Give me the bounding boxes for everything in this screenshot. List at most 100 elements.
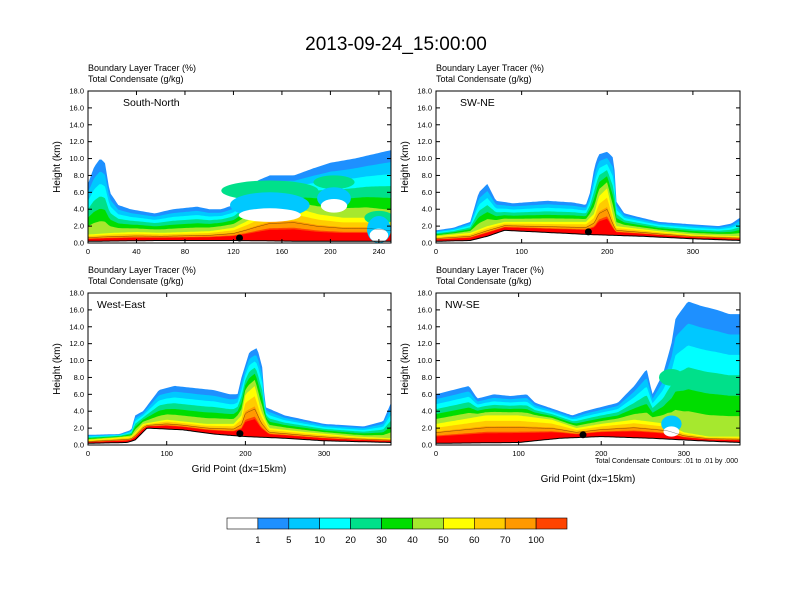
- plot-field: [436, 151, 740, 242]
- panel-nw-se: Boundary Layer Tracer (%) Total Condensa…: [400, 265, 741, 485]
- colorbar-label: 1: [255, 535, 260, 546]
- tracer-pocket: [663, 426, 680, 437]
- y-tick-label: 16.0: [417, 305, 432, 314]
- colorbar-box: [443, 517, 475, 530]
- tracer-pocket: [659, 369, 684, 386]
- x-tick-label: 100: [515, 247, 528, 256]
- tracer-pocket: [313, 175, 355, 189]
- x-ticks: 0 100 200 300: [434, 293, 690, 458]
- y-tick-label: 0.0: [74, 239, 84, 248]
- x-axis-title: Grid Point (dx=15km): [541, 474, 636, 485]
- y-tick-label: 4.0: [74, 205, 84, 214]
- figure-title: 2013-09-24_15:00:00: [305, 34, 487, 55]
- y-tick-label: 10.0: [69, 154, 84, 163]
- x-tick-label: 0: [434, 449, 438, 458]
- y-tick-label: 14.0: [69, 120, 84, 129]
- condensate-contour: [88, 408, 391, 442]
- y-tick-label: 2.0: [422, 222, 432, 231]
- x-tick-label: 200: [601, 247, 614, 256]
- panel-label: NW-SE: [445, 299, 480, 311]
- y-tick-label: 12.0: [69, 137, 84, 146]
- colorbar-box: [319, 517, 351, 530]
- y-tick-label: 18.0: [417, 87, 432, 96]
- y-tick-label: 14.0: [417, 322, 432, 331]
- contour-note: Total Condensate Contours: .01 to .01 by…: [595, 458, 738, 465]
- y-ticks: 0.0 2.0 4.0 6.0 8.0 10.0 12.0 14.0 16.0 18.0: [417, 289, 740, 450]
- y-tick-label: 14.0: [417, 120, 432, 129]
- panel-subtitle-contour: Total Condensate (g/kg): [88, 276, 184, 286]
- y-tick-label: 6.0: [422, 390, 432, 399]
- y-tick-label: 16.0: [69, 305, 84, 314]
- x-ticks: 0 40 80 120 160 200 240: [86, 91, 385, 256]
- colorbar-label: 100: [528, 535, 544, 546]
- y-tick-label: 2.0: [74, 424, 84, 433]
- y-ticks: 0.0 2.0 4.0 6.0 8.0 10.0 12.0 14.0 16.0 18.0: [69, 87, 391, 248]
- panel-subtitle-contour: Total Condensate (g/kg): [88, 74, 184, 84]
- y-tick-label: 4.0: [74, 407, 84, 416]
- x-tick-label: 240: [373, 247, 386, 256]
- y-tick-label: 6.0: [74, 390, 84, 399]
- panel-subtitle-contour: Total Condensate (g/kg): [436, 74, 532, 84]
- x-tick-label: 300: [678, 449, 691, 458]
- panel-south-north: Boundary Layer Tracer (%) Total Condensa…: [52, 63, 392, 256]
- x-tick-label: 200: [595, 449, 608, 458]
- panel-subtitle-variable: Boundary Layer Tracer (%): [88, 265, 196, 275]
- y-tick-label: 2.0: [74, 222, 84, 231]
- tracer-pocket: [369, 228, 389, 243]
- colorbar-label: 30: [376, 535, 387, 546]
- y-axis-title: Height (km): [52, 141, 63, 193]
- colorbar-label: 20: [345, 535, 356, 546]
- colorbar-label: 70: [500, 535, 511, 546]
- tracer-pocket: [238, 208, 301, 222]
- colorbar-label: 60: [469, 535, 480, 546]
- y-tick-label: 8.0: [422, 373, 432, 382]
- location-marker: [579, 431, 587, 439]
- y-tick-label: 8.0: [74, 171, 84, 180]
- x-tick-label: 80: [181, 247, 189, 256]
- x-tick-label: 40: [132, 247, 140, 256]
- y-tick-label: 2.0: [422, 424, 432, 433]
- plot-field: [88, 150, 391, 243]
- y-tick-label: 0.0: [422, 239, 432, 248]
- colorbar-box: [504, 517, 537, 530]
- y-tick-label: 10.0: [417, 154, 432, 163]
- colorbar-box: [257, 517, 290, 530]
- x-tick-label: 0: [434, 247, 438, 256]
- tracer-pocket: [320, 199, 348, 213]
- x-ticks: 0 100 200 300: [434, 91, 699, 256]
- x-ticks: 0 100 200 300: [86, 293, 330, 458]
- y-axis-title: Height (km): [400, 141, 411, 193]
- y-tick-label: 4.0: [422, 407, 432, 416]
- terrain-line: [436, 436, 740, 444]
- x-tick-label: 300: [318, 449, 331, 458]
- plot-frame: [435, 90, 741, 244]
- panel-subtitle-contour: Total Condensate (g/kg): [436, 276, 532, 286]
- condensate-contour: [436, 209, 740, 239]
- y-tick-label: 18.0: [417, 289, 432, 298]
- panel-subtitle-variable: Boundary Layer Tracer (%): [436, 63, 544, 73]
- y-tick-label: 14.0: [69, 322, 84, 331]
- panel-west-east: Boundary Layer Tracer (%) Total Condensa…: [52, 265, 392, 475]
- y-tick-label: 6.0: [422, 188, 432, 197]
- colorbar-label: 50: [438, 535, 449, 546]
- y-tick-label: 6.0: [74, 188, 84, 197]
- y-tick-label: 16.0: [69, 103, 84, 112]
- panel-label: South-North: [123, 97, 180, 109]
- panel-subtitle-variable: Boundary Layer Tracer (%): [436, 265, 544, 275]
- plot-field: [436, 301, 740, 444]
- plot-frame: [87, 90, 392, 244]
- x-tick-label: 200: [239, 449, 252, 458]
- x-tick-label: 300: [687, 247, 700, 256]
- tracer-band: [436, 431, 740, 444]
- y-tick-label: 12.0: [417, 339, 432, 348]
- colorbar-label: 40: [407, 535, 418, 546]
- y-ticks: 0.0 2.0 4.0 6.0 8.0 10.0 12.0 14.0 16.0 18.0: [417, 87, 740, 248]
- location-marker: [236, 430, 244, 438]
- condensate-contour: [436, 427, 740, 440]
- plot-frame: [435, 292, 741, 446]
- y-tick-label: 0.0: [422, 441, 432, 450]
- y-ticks: 0.0 2.0 4.0 6.0 8.0 10.0 12.0 14.0 16.0 18.0: [69, 289, 391, 450]
- y-axis-title: Height (km): [52, 343, 63, 395]
- x-tick-label: 100: [160, 449, 173, 458]
- condensate-contour: [88, 222, 391, 238]
